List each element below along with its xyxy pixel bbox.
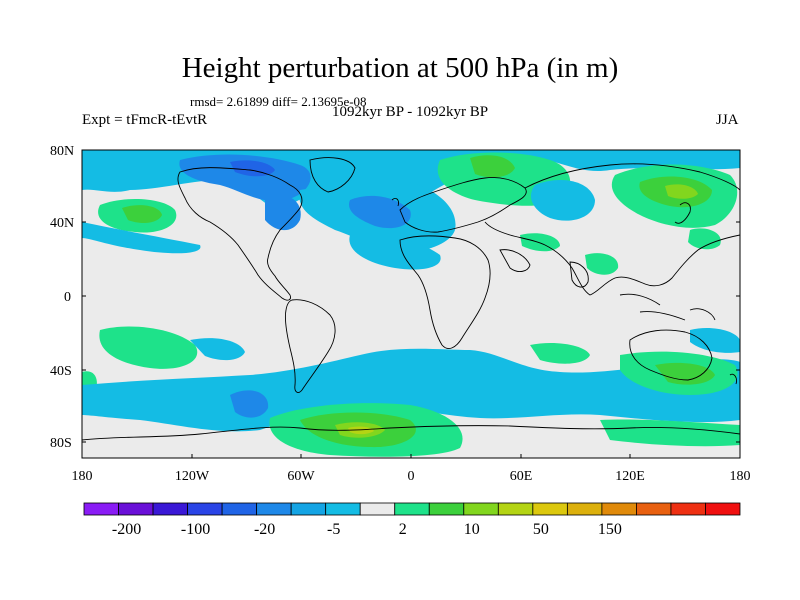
stats-label: rmsd= 2.61899 diff= 2.13695e-08 bbox=[190, 94, 367, 109]
colorbar-box bbox=[566, 502, 603, 516]
plot-title: Height perturbation at 500 hPa (in m) bbox=[181, 52, 619, 84]
colorbar-box bbox=[221, 502, 258, 516]
colorbar-box bbox=[152, 502, 188, 516]
sindian-positive bbox=[530, 343, 590, 364]
period-label: 1092kyr BP - 1092kyr BP bbox=[331, 104, 489, 120]
spacific-positive bbox=[99, 326, 198, 369]
lat-tick-label: 80S bbox=[50, 436, 72, 451]
lat-tick-label: 0 bbox=[64, 290, 71, 305]
season-label: JJA bbox=[716, 112, 739, 128]
se-negative bbox=[690, 328, 740, 353]
colorbar-label: -200 bbox=[112, 521, 141, 538]
npacific-positive-core bbox=[122, 205, 162, 223]
spacific-negative bbox=[190, 338, 245, 361]
australia-positive-core bbox=[655, 362, 715, 385]
colorbar-box bbox=[601, 502, 637, 516]
antarctic-positive-max bbox=[348, 426, 374, 435]
east-asia-positive-peak bbox=[665, 184, 698, 199]
colorbar-box bbox=[290, 502, 327, 516]
indonesia-coast bbox=[619, 293, 716, 321]
npacific-negative-streak bbox=[82, 222, 201, 254]
southern-negative-core bbox=[230, 390, 269, 418]
y-axis-ticks bbox=[82, 149, 740, 443]
japan-coast bbox=[674, 202, 691, 224]
uk-coast bbox=[391, 197, 399, 207]
subtropical-negative bbox=[349, 234, 441, 270]
south-america-coast bbox=[284, 299, 336, 393]
colorbar-box bbox=[325, 502, 361, 516]
europe-positive-core bbox=[470, 155, 515, 178]
mideast-positive bbox=[520, 233, 560, 252]
colorbar-box bbox=[497, 502, 534, 516]
australia-coast bbox=[629, 329, 713, 381]
lon-tick-label: 60E bbox=[510, 469, 533, 484]
europe-coast bbox=[399, 177, 527, 233]
india-positive bbox=[585, 253, 619, 275]
colorbar-label: -5 bbox=[327, 521, 340, 538]
lon-tick-label: 120W bbox=[175, 469, 210, 484]
colorbar-label: 10 bbox=[464, 521, 480, 538]
greenland-coast bbox=[309, 157, 356, 193]
arabia-india-coast bbox=[499, 249, 589, 288]
x-axis-ticks bbox=[81, 454, 741, 458]
colorbar bbox=[83, 502, 741, 516]
colorbar-label: 50 bbox=[533, 521, 549, 538]
colorbar-box bbox=[532, 502, 568, 516]
colorbar-box bbox=[256, 502, 292, 516]
colorbar-label: -100 bbox=[181, 521, 210, 538]
colorbar-box bbox=[359, 502, 396, 516]
namerica-negative bbox=[265, 193, 301, 231]
asia-negative bbox=[530, 180, 595, 221]
colorbar-box bbox=[187, 502, 223, 516]
colorbar-box bbox=[463, 502, 499, 516]
new-zealand-coast bbox=[729, 373, 737, 385]
lat-tick-label: 40N bbox=[50, 216, 74, 231]
colorbar-label: 150 bbox=[598, 521, 622, 538]
north-america-coast bbox=[177, 167, 303, 301]
colorbar-labels: -200 -100 -20 -5 2 10 50 150 bbox=[112, 521, 622, 538]
colorbar-box bbox=[118, 502, 154, 516]
colorbar-box bbox=[83, 502, 119, 516]
asia-coast bbox=[484, 163, 740, 296]
lon-tick-label: 180 bbox=[72, 469, 93, 484]
colorbar-box bbox=[670, 502, 706, 516]
colorbar-label: -20 bbox=[254, 521, 275, 538]
antarctic-east-positive bbox=[600, 419, 740, 447]
atlantic-negative-core bbox=[349, 195, 411, 229]
experiment-label: Expt = tFmcR-tEvtR bbox=[82, 112, 208, 128]
antarctica-coast bbox=[82, 425, 740, 441]
coastlines bbox=[82, 157, 740, 441]
lon-tick-label: 120E bbox=[615, 469, 645, 484]
colorbar-box bbox=[394, 502, 430, 516]
lon-tick-label: 180 bbox=[730, 469, 751, 484]
pacific-positive-small bbox=[688, 228, 721, 250]
lat-tick-label: 80N bbox=[50, 144, 74, 159]
colorbar-box bbox=[705, 502, 741, 516]
lon-tick-label: 0 bbox=[408, 469, 415, 484]
lon-tick-label: 60W bbox=[287, 469, 315, 484]
colorbar-box bbox=[636, 502, 672, 516]
lat-tick-label: 40S bbox=[50, 364, 72, 379]
arctic-negative-core bbox=[179, 154, 311, 202]
colorbar-label: 2 bbox=[399, 521, 407, 538]
contour-fills bbox=[82, 150, 740, 457]
colorbar-box bbox=[428, 502, 465, 516]
africa-coast bbox=[399, 235, 491, 349]
